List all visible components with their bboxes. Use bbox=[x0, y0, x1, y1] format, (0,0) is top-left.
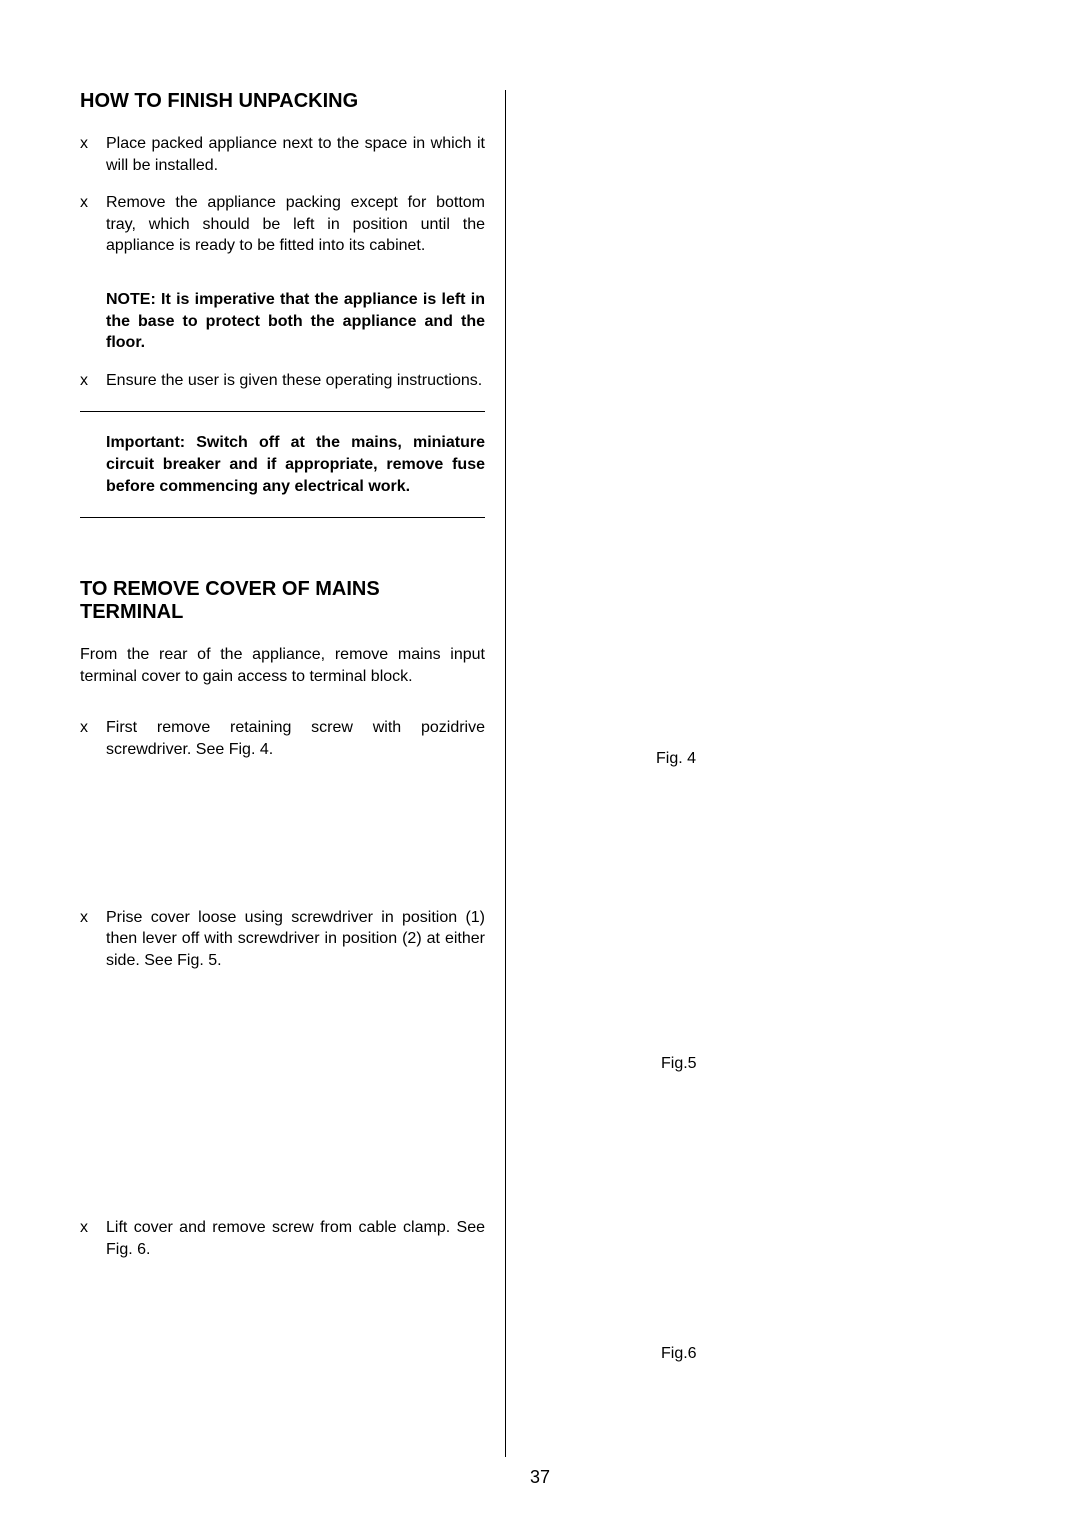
bullet-text: First remove retaining screw with pozidr… bbox=[106, 717, 485, 760]
important-block: Important: Switch off at the mains, mini… bbox=[80, 432, 485, 497]
bullet-text: Prise cover loose using screwdriver in p… bbox=[106, 907, 485, 972]
bullet-mark: x bbox=[80, 133, 106, 176]
bullet-item: x First remove retaining screw with pozi… bbox=[80, 717, 485, 760]
bullet-text: Lift cover and remove screw from cable c… bbox=[106, 1217, 485, 1260]
bullet-text: Ensure the user is given these operating… bbox=[106, 370, 485, 392]
bullet-item: x Lift cover and remove screw from cable… bbox=[80, 1217, 485, 1260]
bullet-item: x Ensure the user is given these operati… bbox=[80, 370, 485, 392]
bullet-mark: x bbox=[80, 907, 106, 972]
page: HOW TO FINISH UNPACKING x Place packed a… bbox=[0, 0, 1080, 1528]
bullet-text: Place packed appliance next to the space… bbox=[106, 133, 485, 176]
spacer bbox=[80, 987, 485, 1217]
left-column: HOW TO FINISH UNPACKING x Place packed a… bbox=[80, 90, 505, 1457]
spacer bbox=[80, 777, 485, 907]
right-column: Fig. 4 Fig.5 Fig.6 bbox=[506, 90, 1000, 1457]
bullet-item: x Prise cover loose using screwdriver in… bbox=[80, 907, 485, 972]
section2-intro: From the rear of the appliance, remove m… bbox=[80, 644, 485, 687]
figure-label-4: Fig. 4 bbox=[656, 750, 696, 768]
columns: HOW TO FINISH UNPACKING x Place packed a… bbox=[80, 90, 1000, 1457]
rule bbox=[80, 517, 485, 518]
section2-title: TO REMOVE COVER OF MAINS TERMINAL bbox=[80, 578, 485, 624]
bullet-mark: x bbox=[80, 717, 106, 760]
bullet-item: x Place packed appliance next to the spa… bbox=[80, 133, 485, 176]
spacer bbox=[80, 538, 485, 578]
note-block: NOTE: It is imperative that the applianc… bbox=[80, 289, 485, 354]
bullet-mark: x bbox=[80, 370, 106, 392]
figure-label-6: Fig.6 bbox=[661, 1345, 697, 1363]
bullet-mark: x bbox=[80, 192, 106, 257]
rule bbox=[80, 411, 485, 412]
section1-title: HOW TO FINISH UNPACKING bbox=[80, 90, 485, 113]
bullet-text: Remove the appliance packing except for … bbox=[106, 192, 485, 257]
bullet-mark: x bbox=[80, 1217, 106, 1260]
page-number: 37 bbox=[80, 1467, 1000, 1488]
figure-label-5: Fig.5 bbox=[661, 1055, 697, 1073]
bullet-item: x Remove the appliance packing except fo… bbox=[80, 192, 485, 257]
spacer bbox=[80, 354, 485, 370]
spacer bbox=[80, 273, 485, 289]
